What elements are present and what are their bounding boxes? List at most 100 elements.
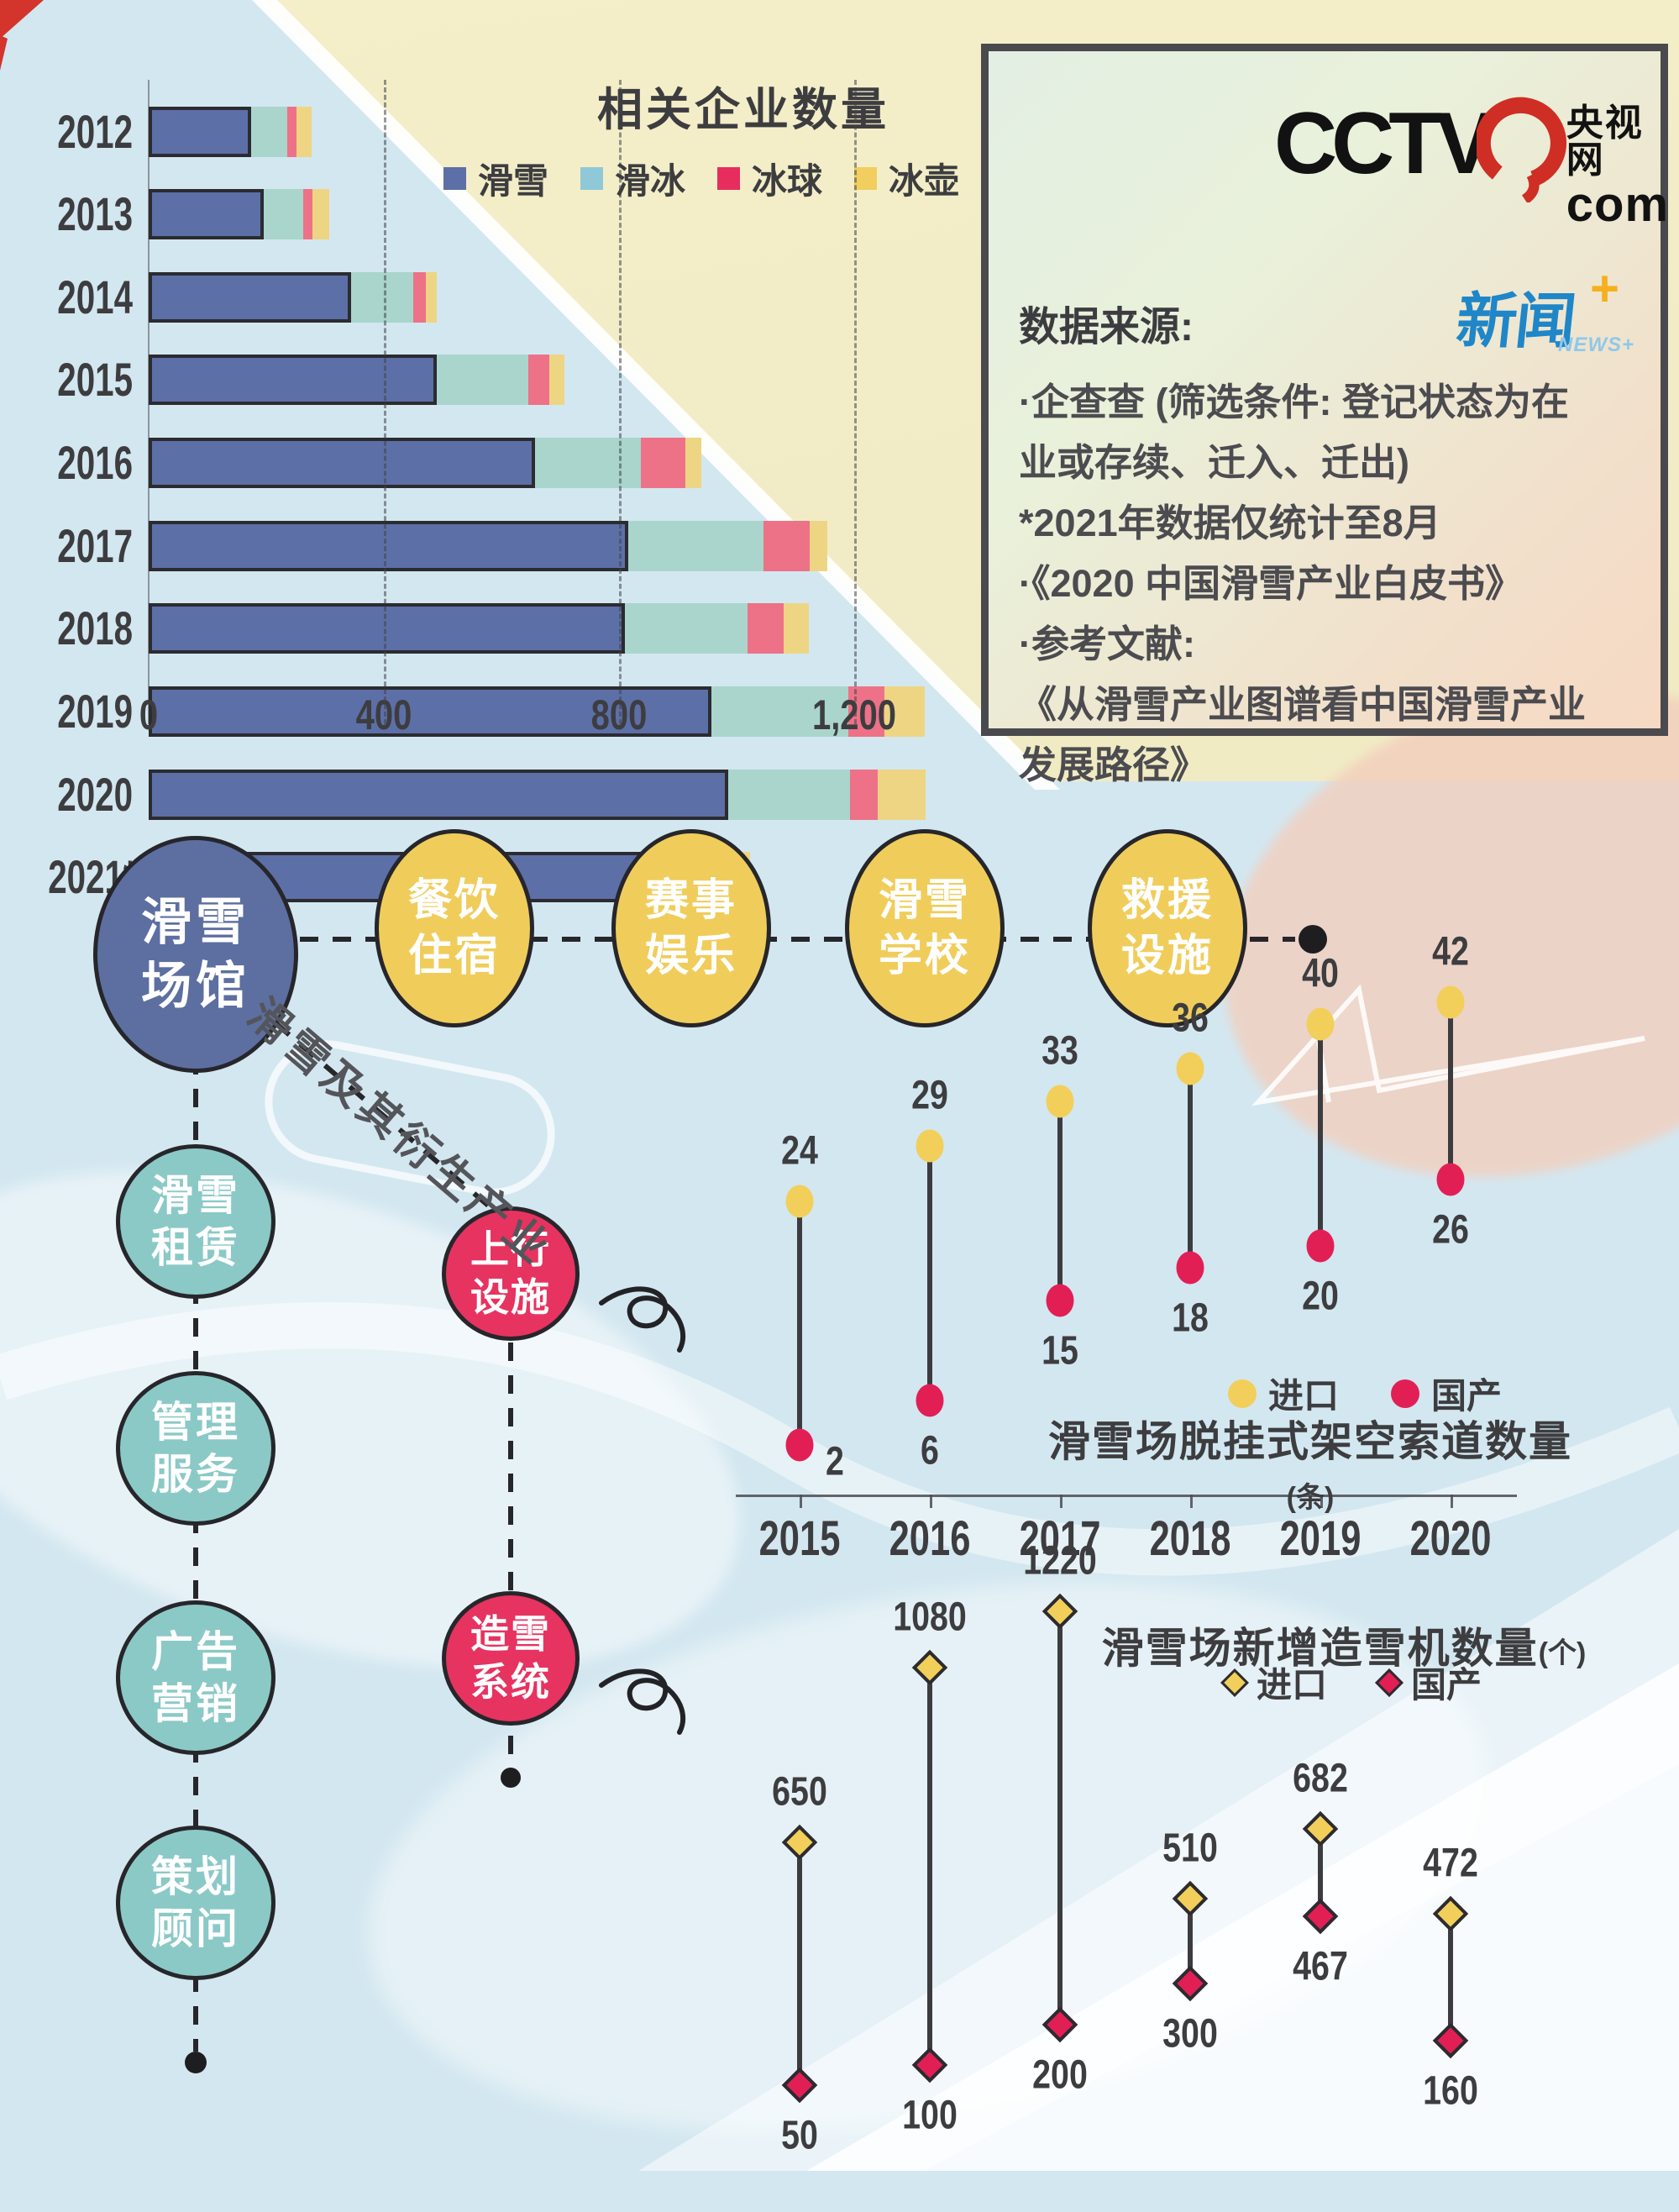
ropeway-legend: 进口 国产: [1228, 1368, 1502, 1419]
marker-国产-2015: [785, 1428, 814, 1462]
marker-国产-2016: [916, 1384, 944, 1417]
source-line: ·《2020 中国滑雪产业白皮书》: [1019, 562, 1524, 605]
bar-row: [149, 355, 564, 405]
marker-进口-2020: [1436, 985, 1465, 1019]
bar-segment-滑雪: [149, 189, 264, 239]
bar-segment-冰球: [763, 521, 810, 571]
node-餐饮住宿: 餐饮 住宿: [375, 829, 534, 1027]
bar-segment-冰球: [850, 770, 878, 820]
source-line: 业或存续、迁入、迁出): [1019, 441, 1409, 484]
node-造雪系统: 造雪 系统: [442, 1591, 580, 1726]
corner-red-accent-icon: [0, 0, 44, 39]
dumbbell-line: [927, 1146, 932, 1400]
bar-row: [149, 686, 925, 737]
bar-year-label: 2016: [57, 436, 133, 489]
node-救援设施: 救援 设施: [1088, 829, 1247, 1027]
legend-item-冰壶: 冰壶: [854, 153, 959, 204]
ropeway-axis-tick: [930, 1495, 932, 1508]
legend-item-国产: 国产: [1391, 1368, 1502, 1419]
bar-year-label: 2019: [57, 685, 133, 738]
bar-row: [149, 770, 926, 820]
dumbbell-line: [797, 1842, 802, 2085]
value-label-国产-2018: 18: [1172, 1295, 1209, 1341]
bar-segment-冰壶: [685, 438, 701, 488]
marker-进口-2018: [1176, 1052, 1204, 1085]
bar-segment-滑冰: [625, 603, 748, 654]
cctv-wordmark: CCTV: [1274, 95, 1494, 192]
bar-segment-滑冰: [264, 189, 303, 239]
bar-segment-滑雪: [149, 686, 711, 737]
diagonal-dashed-line: [249, 999, 512, 1227]
squiggle-icon: [599, 1286, 686, 1735]
legend-swatch-icon: [580, 167, 604, 190]
bar-segment-冰壶: [426, 272, 437, 323]
legend-item-滑雪: 滑雪: [443, 153, 548, 204]
value-label-进口-2015: 650: [772, 1769, 827, 1815]
dumbbell-line: [1318, 1829, 1323, 1916]
bar-year-label: 2020: [57, 768, 133, 821]
value-label-进口-2019: 40: [1302, 951, 1339, 996]
marker-国产-2017: [1046, 1284, 1074, 1317]
bar-segment-滑雪: [149, 272, 351, 323]
legend-marker-icon: [1391, 1379, 1420, 1408]
dumbbell-line: [1318, 1024, 1323, 1246]
news-plus-subtitle: NEWS+: [1558, 334, 1635, 356]
value-label-进口-2015: 24: [781, 1128, 818, 1174]
line-end-dot: [1299, 925, 1327, 954]
corner-red-accent-icon: [0, 35, 8, 71]
cctv-red-arc-icon: [1477, 97, 1567, 202]
value-label-进口-2016: 29: [911, 1073, 948, 1118]
bar-segment-冰壶: [878, 770, 926, 820]
bar-segment-滑冰: [628, 521, 763, 571]
bar-segment-滑雪: [149, 770, 728, 820]
bar-year-label: 2018: [57, 602, 133, 654]
dumbbell-line: [1448, 1002, 1453, 1180]
bar-chart-legend: 滑雪 滑冰 冰球 冰壶: [443, 153, 959, 204]
ropeway-year-label: 2020: [1409, 1511, 1492, 1566]
value-label-进口-2020: 42: [1432, 929, 1469, 975]
node-策划顾问: 策划 顾问: [116, 1826, 275, 1980]
legend-label: 滑雪: [478, 161, 549, 201]
bar-segment-滑雪: [149, 355, 437, 405]
bar-row: [149, 107, 312, 157]
value-label-国产-2016: 6: [921, 1428, 939, 1474]
cctv-logo: CCTV 央视网 com: [1274, 95, 1675, 229]
bar-segment-冰球: [528, 355, 549, 405]
bar-chart-title: 相关企业数量: [597, 85, 889, 135]
bar-year-label: 2013: [57, 187, 133, 240]
ropeway-axis-tick: [1060, 1495, 1062, 1508]
bar-segment-滑冰: [251, 107, 287, 157]
bar-segment-滑雪: [149, 603, 625, 654]
ropeway-title-unit: (条): [1286, 1482, 1335, 1514]
marker-国产-2019: [1306, 1229, 1335, 1263]
bar-segment-滑冰: [728, 770, 850, 820]
ropeway-axis-tick: [1451, 1495, 1453, 1508]
value-label-国产-2016: 100: [902, 2093, 958, 2138]
legend-label: 国产: [1431, 1376, 1503, 1416]
ropeway-title-text: 滑雪场脱挂式架空索道数量: [1048, 1418, 1572, 1465]
source-heading: 数据来源:: [1019, 305, 1194, 349]
node-赛事娱乐: 赛事 娱乐: [611, 829, 771, 1027]
legend-label: 进口: [1268, 1376, 1340, 1416]
dumbbell-line: [1057, 1611, 1062, 2025]
snowmachine-title-text: 滑雪场新增造雪机数量: [1101, 1625, 1539, 1672]
source-line: *2021年数据仅统计至8月: [1019, 502, 1441, 544]
ropeway-axis-tick: [800, 1495, 802, 1508]
dumbbell-line: [1448, 1914, 1453, 2041]
bar-gridline: [384, 80, 386, 724]
legend-label: 国产: [1411, 1665, 1482, 1705]
bar-row: [149, 272, 437, 323]
bar-segment-冰壶: [810, 521, 827, 571]
legend-item-冰球: 冰球: [717, 153, 822, 204]
bar-segment-冰球: [413, 272, 426, 323]
bar-segment-冰壶: [784, 603, 809, 654]
source-line: 发展路径》: [1019, 743, 1209, 786]
marker-国产-2018: [1176, 1251, 1204, 1285]
bar-segment-冰壶: [312, 189, 329, 239]
ropeway-year-label: 2018: [1149, 1511, 1231, 1566]
snowmachine-title: 滑雪场新增造雪机数量(个): [1075, 1615, 1613, 1675]
legend-label: 进口: [1257, 1665, 1328, 1705]
bar-segment-滑冰: [535, 438, 641, 488]
bar-axis-tick-label: 0: [139, 691, 159, 738]
legend-item-滑冰: 滑冰: [580, 153, 685, 204]
